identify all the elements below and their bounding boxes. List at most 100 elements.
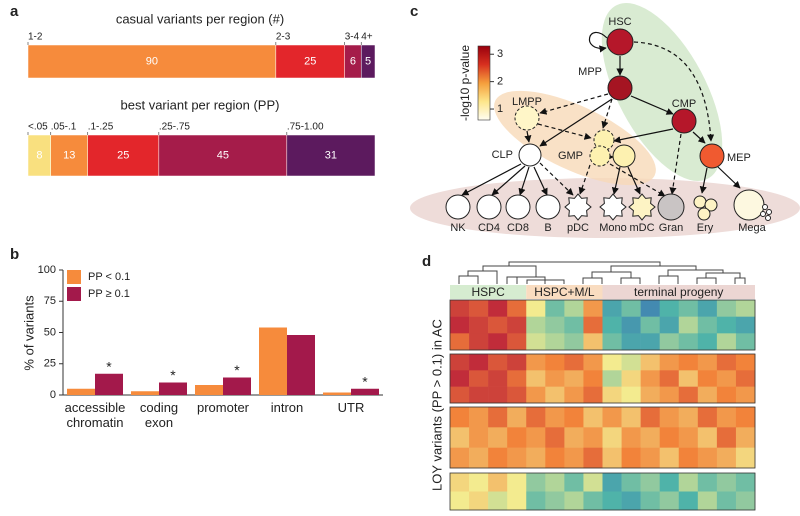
- y-tick-label: 25: [44, 358, 56, 370]
- x-tick-label: intron: [270, 400, 304, 415]
- heatmap-cell: [716, 407, 737, 428]
- heatmap-cell: [640, 427, 660, 448]
- heatmap-cell: [602, 333, 622, 351]
- platelet: [760, 211, 766, 217]
- heatmap-cell: [526, 386, 546, 404]
- legend-label: PP ≥ 0.1: [88, 288, 130, 300]
- segment-label: 90: [146, 55, 158, 67]
- segment-category: 3-4: [345, 32, 360, 43]
- cell-node: [657, 193, 685, 221]
- heatmap-cell: [602, 473, 622, 492]
- cell-node: [535, 194, 561, 220]
- x-tick-label: UTR: [337, 400, 365, 415]
- heatmap-cell: [697, 386, 718, 404]
- cell-node: [704, 198, 718, 212]
- heatmap-cell: [621, 333, 641, 351]
- heatmap-cell: [564, 427, 584, 448]
- platelet: [762, 204, 768, 210]
- heatmap-cell: [678, 300, 699, 317]
- panel-letter: d: [422, 253, 431, 270]
- segment-category: .1-.25: [88, 122, 114, 133]
- colorbar-tick-label: 2: [497, 76, 503, 88]
- colorbar-tick-label: 3: [497, 48, 503, 60]
- bar: [223, 377, 251, 395]
- progenitor-cell: [612, 144, 636, 168]
- heatmap-cell: [640, 333, 660, 351]
- heatmap-cell: [735, 427, 756, 448]
- heatmap-cell: [640, 354, 660, 371]
- heatmap-cell: [507, 300, 527, 317]
- bar-segment: [158, 134, 288, 177]
- heatmap-cell: [621, 473, 641, 492]
- heatmap-cell: [488, 447, 508, 469]
- heatmap-cell: [678, 427, 699, 448]
- lineage-edges: [461, 31, 741, 197]
- heatmap-cell: [678, 333, 699, 351]
- heatmap-cell: [697, 316, 718, 334]
- heatmap-cell: [545, 447, 565, 469]
- heatmap-cell: [697, 354, 718, 371]
- heatmap-cell: [602, 447, 622, 469]
- cell-node: [607, 75, 633, 101]
- segment-category: .05-.1: [51, 122, 77, 133]
- heatmap-cell: [564, 354, 584, 371]
- cell-node: [514, 105, 540, 131]
- cell-label: MPP: [578, 66, 602, 78]
- heatmap-cell: [735, 316, 756, 334]
- segment-category: 1-2: [28, 32, 43, 43]
- cell-label: Ery: [697, 222, 714, 234]
- segment-category: .75-1.00: [287, 122, 324, 133]
- cell-node: [564, 193, 592, 221]
- heatmap-cell: [450, 300, 470, 317]
- heatmap-cell: [526, 370, 546, 387]
- cell-label: pDC: [567, 222, 589, 234]
- heatmap-cell: [583, 333, 603, 351]
- segment-label: 6: [350, 55, 356, 67]
- heatmap-cell: [697, 447, 718, 469]
- cell-node: [628, 193, 656, 221]
- cell-label: CLP: [492, 149, 513, 161]
- heatmap-cell: [621, 427, 641, 448]
- cell-label: HSC: [608, 16, 631, 28]
- heatmap-cell: [678, 386, 699, 404]
- heatmap-cell: [716, 386, 737, 404]
- segment-label: 31: [325, 149, 337, 161]
- heatmap-cell: [507, 447, 527, 469]
- heatmap-cell: [564, 473, 584, 492]
- block-frame: [449, 299, 756, 351]
- heatmap-cell: [507, 427, 527, 448]
- heatmap-cell: [545, 491, 565, 511]
- heatmap-cell: [602, 427, 622, 448]
- column-group-band: [602, 285, 755, 299]
- x-tick-label: accessible chromatin: [64, 400, 126, 430]
- heatmap-cell: [545, 333, 565, 351]
- heatmap-cell: [583, 407, 603, 428]
- heatmap-cell: [564, 407, 584, 428]
- bar-segment: [50, 134, 88, 177]
- heatmap-cell: [659, 300, 680, 317]
- heatmap-cell: [716, 473, 737, 492]
- heatmap-cell: [564, 316, 584, 334]
- heatmap-cell: [621, 386, 641, 404]
- heatmap-cell: [469, 427, 489, 448]
- heatmap-cell: [564, 333, 584, 351]
- heatmap-cell: [602, 316, 622, 334]
- cell-node: [589, 145, 611, 167]
- heatmap-cell: [621, 300, 641, 317]
- significance-marker: *: [170, 367, 176, 383]
- heatmap-cell: [469, 370, 489, 387]
- heatmap-cell: [621, 407, 641, 428]
- cell-label: CD4: [478, 222, 500, 234]
- heatmap-cell: [526, 316, 546, 334]
- heatmap-cell: [488, 316, 508, 334]
- chart-title: casual variants per region (#): [116, 11, 284, 26]
- heatmap-cell: [583, 354, 603, 371]
- heatmap-cell: [659, 427, 680, 448]
- dendrogram: [458, 261, 746, 284]
- heatmap-cell: [640, 447, 660, 469]
- heatmap-cell: [735, 370, 756, 387]
- heatmap-cell: [697, 407, 718, 428]
- heatmap-cell: [621, 370, 641, 387]
- heatmap-cell: [545, 354, 565, 371]
